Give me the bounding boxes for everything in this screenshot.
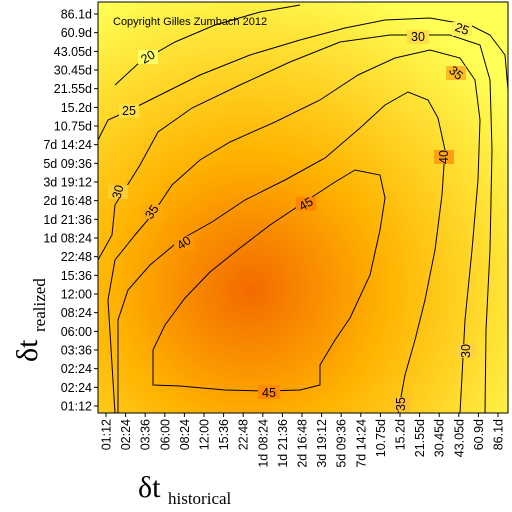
contour-label-25-left: 25 [119,104,139,118]
x-tick-label: 15.2d [394,419,408,450]
y-axis: 01:12 02:24 02:24 03:36 06:00 08:24 12:00 15:36… [43,8,98,414]
y-tick-label: 30.45d [54,64,92,78]
svg-text:45: 45 [262,386,276,400]
x-tick-label: 60.9d [472,419,486,450]
x-tick-label: 30.45d [433,419,447,457]
plot-frame [97,1,509,414]
y-tick-label: 03:36 [61,344,92,358]
y-tick-label: 1d 21:36 [43,213,92,227]
contour-line-20 [114,4,301,86]
contour-label-25-right: 25 [452,20,472,38]
svg-text:25: 25 [453,20,471,38]
y-axis-title-subscript: realized [30,278,49,332]
y-tick-label: 2d 16:48 [43,194,92,208]
x-tick-label: 21.55d [413,419,427,457]
y-tick-label: 06:00 [61,325,92,339]
y-tick-label: 08:24 [61,306,92,320]
contour-line-30 [98,34,493,413]
contour-label-35-top: 35 [446,63,466,83]
svg-text:35: 35 [142,202,161,221]
x-tick-label: 1d 21:36 [276,419,290,468]
contour-label-45-top: 45 [296,194,316,214]
x-tick-label: 86.1d [492,419,506,450]
x-tick-label: 7d 14:24 [354,419,368,468]
y-tick-label: 22:48 [61,250,92,264]
svg-text:40: 40 [437,150,451,164]
y-tick-label: 02:24 [61,381,92,395]
y-tick-label: 21.55d [54,82,92,96]
x-tick-label: 22:48 [237,419,251,450]
y-axis-title: δt realized [11,278,49,362]
y-axis-title-symbol: δt [11,339,44,362]
x-axis-title-symbol: δt [138,471,161,504]
y-tick-label: 86.1d [61,8,92,22]
contour-line-40 [117,91,446,413]
contour-label-35-bottom: 35 [392,397,410,411]
x-tick-label: 3d 19:12 [315,419,329,468]
contour-labels: 20 25 25 30 30 30 35 35 35 40 40 45 45 [108,20,476,411]
y-tick-label: 43.05d [54,45,92,59]
y-tick-label: 7d 14:24 [43,138,92,152]
contour-line-45 [152,169,386,392]
x-tick-label: 5d 09:36 [335,419,349,468]
y-tick-label: 15.2d [61,101,92,115]
y-tick-label: 1d 08:24 [43,232,92,246]
contour-label-30-top: 30 [407,30,429,44]
x-tick-label: 01:12 [100,419,114,450]
contour-label-45-bottom: 45 [258,385,280,400]
x-tick-label: 10.75d [374,419,388,457]
contour-line-35 [107,49,481,413]
svg-text:35: 35 [394,397,408,411]
y-tick-label: 12:00 [61,288,92,302]
contour-label-40-right: 40 [434,150,454,164]
x-tick-label: 06:00 [158,419,172,450]
y-tick-label: 5d 09:36 [43,157,92,171]
y-tick-label: 01:12 [61,400,92,414]
x-axis-title-subscript: historical [168,489,232,508]
y-tick-label: 60.9d [61,26,92,40]
x-axis-title: δt historical [138,471,232,508]
x-tick-label: 08:24 [178,419,192,450]
y-tick-label: 3d 19:12 [43,176,92,190]
x-tick-label: 02:24 [119,419,133,450]
contour-label-20: 20 [138,47,158,67]
svg-text:40: 40 [174,233,193,252]
contour-label-30-left: 30 [108,183,128,201]
x-tick-label: 2d 16:48 [296,419,310,468]
copyright-note: Copyright Gilles Zumbach 2012 [113,16,267,28]
x-tick-label: 15:36 [217,419,231,450]
x-tick-label: 12:00 [198,419,212,450]
svg-text:30: 30 [459,344,473,358]
y-tick-label: 02:24 [61,362,92,376]
x-tick-label: 43.05d [452,419,466,457]
y-tick-label: 10.75d [54,120,92,134]
x-tick-label: 1d 08:24 [256,419,270,468]
contour-label-40-left: 40 [174,233,194,253]
svg-text:30: 30 [109,183,126,200]
y-tick-label: 15:36 [61,269,92,283]
svg-text:20: 20 [138,47,157,66]
svg-text:45: 45 [296,194,315,213]
svg-text:25: 25 [122,104,136,118]
x-axis: 01:12 02:24 03:36 06:00 08:24 12:00 15:36 22:48… [100,413,506,468]
contour-label-30-right: 30 [456,344,476,358]
svg-text:30: 30 [411,30,425,44]
x-tick-label: 03:36 [139,419,153,450]
contour-label-35-left: 35 [142,202,162,222]
